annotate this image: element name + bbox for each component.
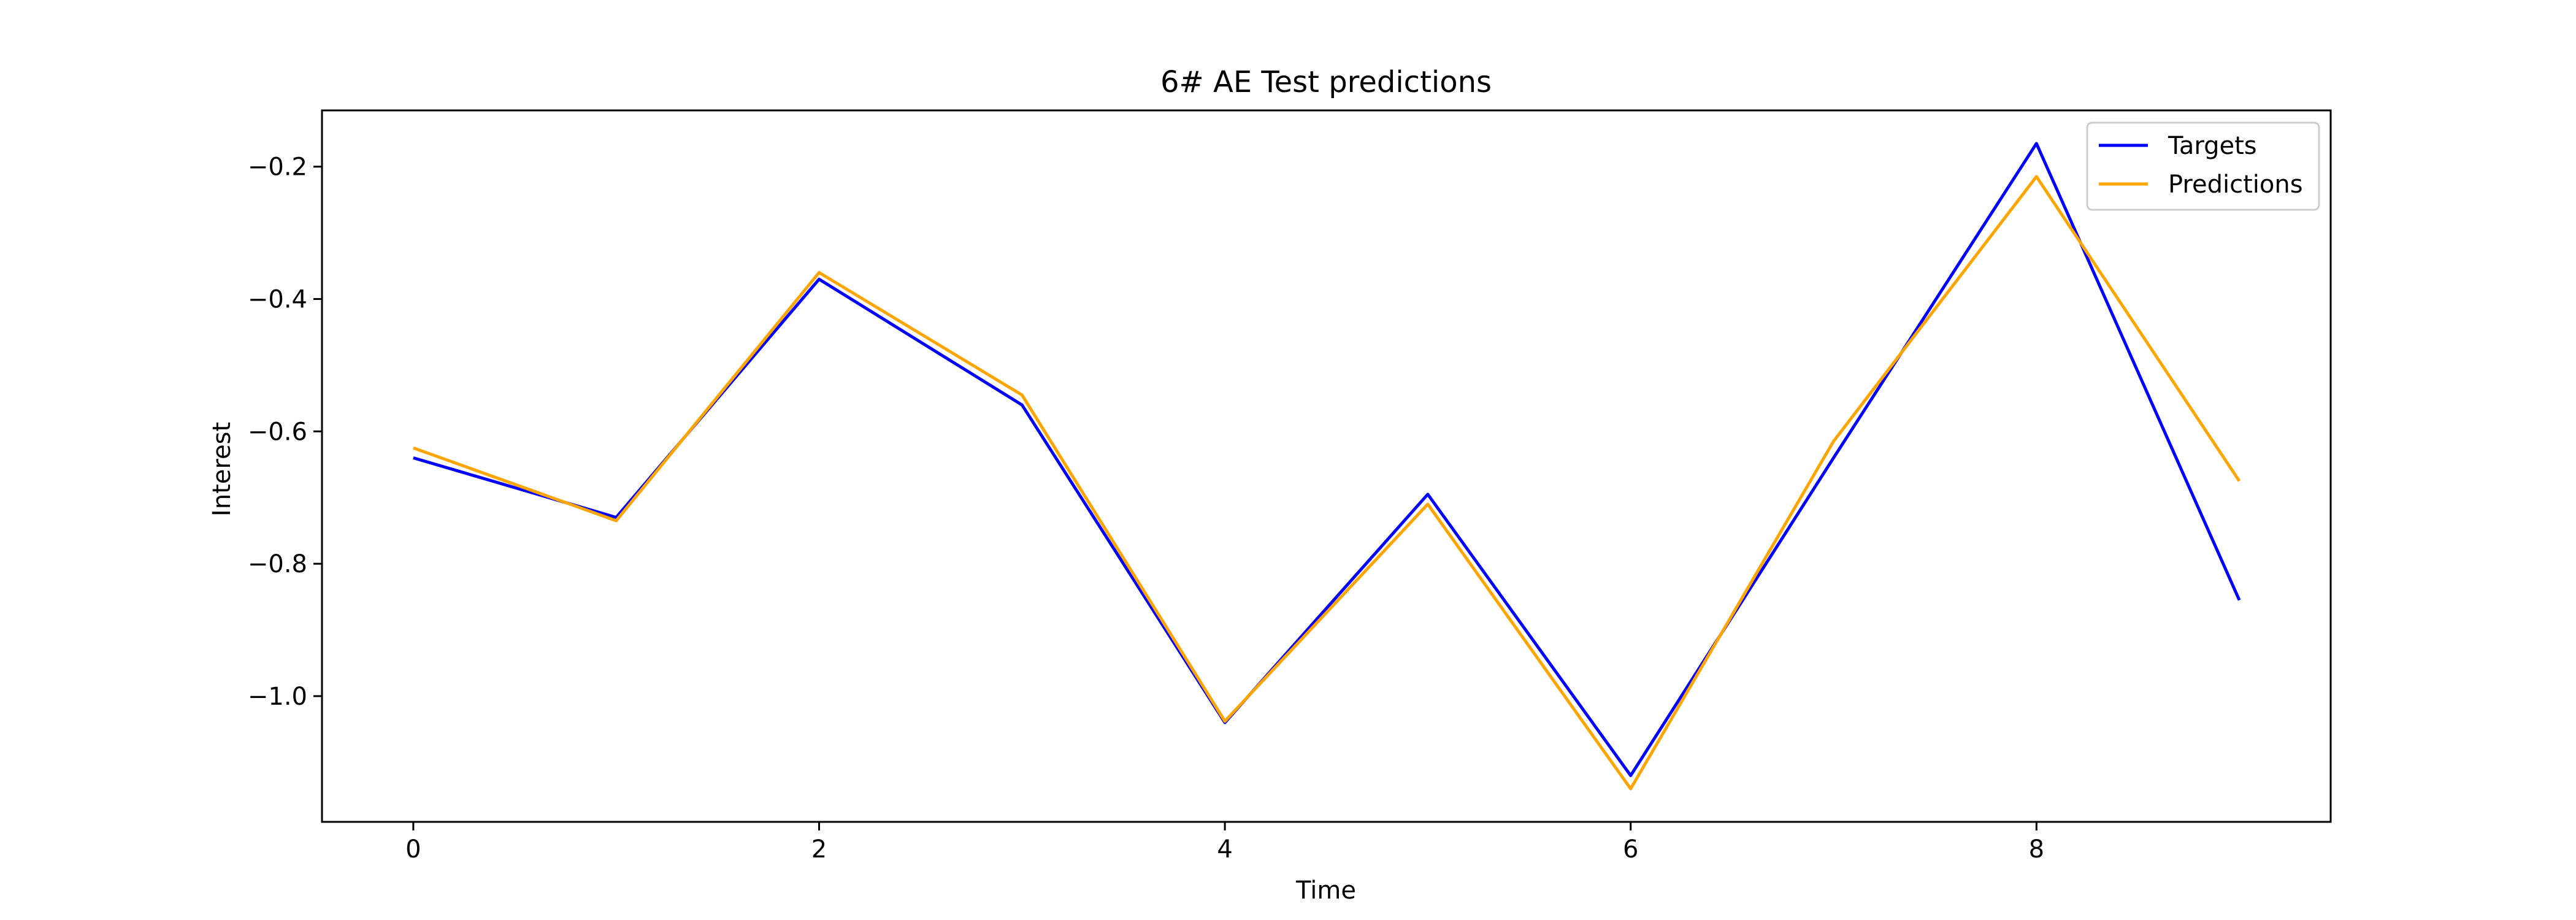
x-tick-label: 2 (811, 835, 827, 864)
legend-label-targets: Targets (2168, 132, 2257, 160)
series-line-predictions (413, 175, 2241, 791)
chart-title: 6# AE Test predictions (1160, 65, 1492, 99)
y-tick-label: −1.0 (248, 683, 307, 711)
y-tick-label: −0.6 (248, 418, 307, 446)
y-tick-label: −0.8 (248, 550, 307, 578)
x-tick-label: 6 (1623, 835, 1638, 864)
y-tick-label: −0.4 (248, 286, 307, 314)
legend-label-predictions: Predictions (2168, 171, 2303, 199)
y-axis-label: Interest (208, 422, 236, 516)
series-layer (413, 142, 2241, 791)
x-tick-label: 0 (405, 835, 421, 864)
x-axis-ticks: 0 2 4 6 8 (405, 822, 2044, 864)
x-tick-label: 8 (2029, 835, 2044, 864)
x-axis-label: Time (1295, 876, 1356, 905)
legend: Targets Predictions (2086, 121, 2320, 211)
x-tick-label: 4 (1217, 835, 1232, 864)
y-axis-ticks: −0.2 −0.4 −0.6 −0.8 −1.0 (248, 153, 322, 711)
y-tick-label: −0.2 (248, 153, 307, 182)
plot-frame (321, 109, 2332, 823)
